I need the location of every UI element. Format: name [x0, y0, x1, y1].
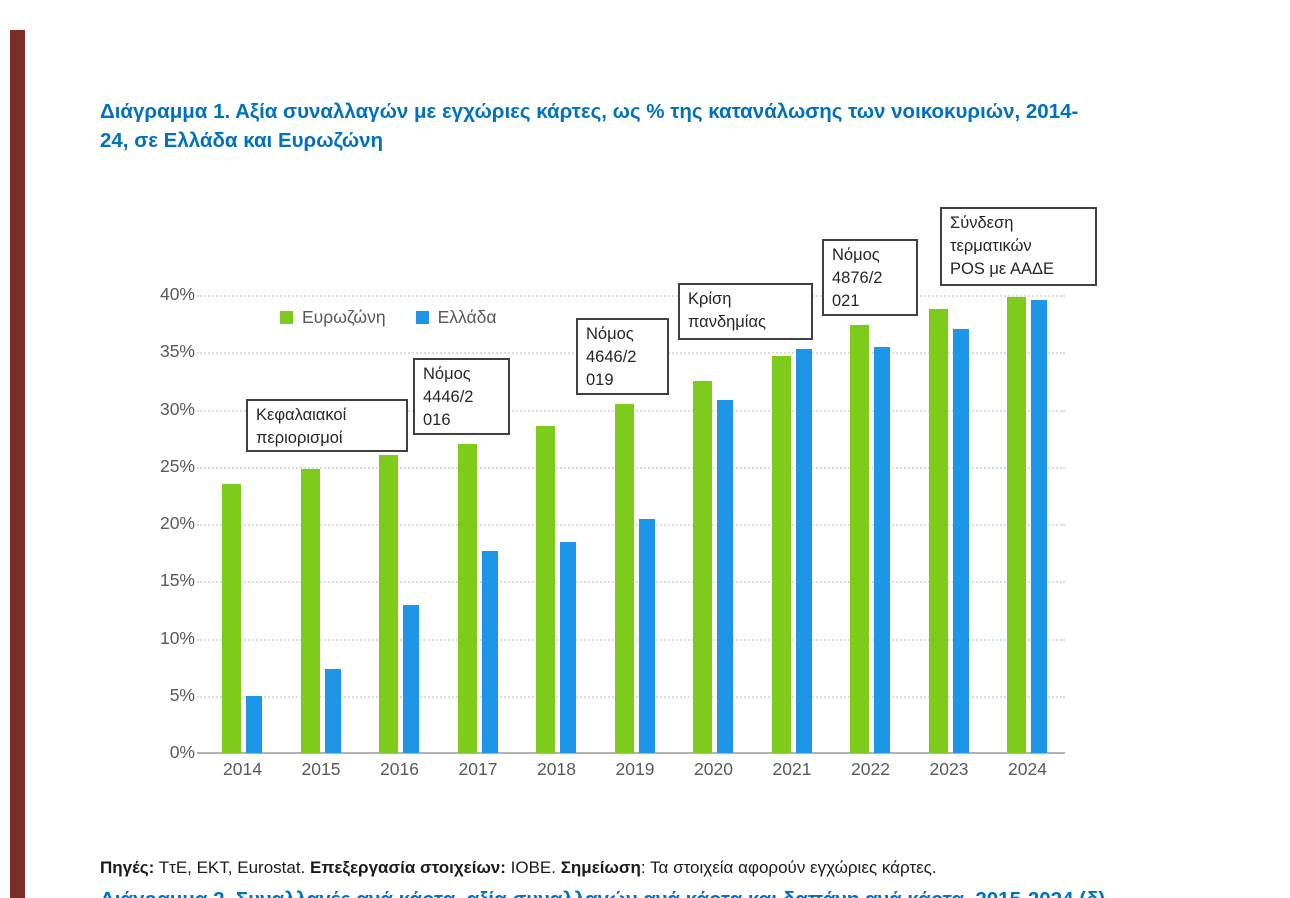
y-tick-label: 10% [159, 627, 195, 648]
y-tick-label: 5% [169, 684, 195, 705]
bar-eurozone-2024 [1007, 297, 1026, 753]
legend-item-greece: Ελλάδα [415, 307, 497, 328]
bar-eurozone-2023 [928, 308, 948, 753]
bar-eurozone-2019 [614, 403, 634, 753]
bar-greece-2016 [403, 605, 419, 753]
annotation-line: τερματικών [950, 237, 1032, 255]
annotation-line: 021 [832, 292, 860, 310]
legend-swatch-icon [280, 311, 293, 324]
y-tick-label: 0% [169, 742, 195, 762]
annotation-line: περιορισμοί [256, 429, 343, 447]
x-tick-label-2016: 2016 [380, 759, 419, 779]
annotation-box-6: Σύνδεση τερματικών POS με ΑΑΔΕ [940, 207, 1097, 286]
source-note-text: : Τα στοιχεία αφορούν εγχώριες κάρτες. [640, 858, 937, 877]
x-tick-label-2024: 2024 [1008, 759, 1047, 779]
x-tick-label-2022: 2022 [851, 759, 890, 779]
annotation-line: Νόμος [586, 325, 634, 343]
x-tick-label-2023: 2023 [929, 759, 969, 779]
bar-eurozone-2018 [536, 425, 555, 753]
bar-greece-2024 [1031, 299, 1047, 753]
annotation-line: Κεφαλαιακοί [256, 406, 347, 424]
annotation-line: Σύνδεση [950, 214, 1014, 232]
bar-eurozone-2021 [771, 355, 791, 753]
legend-label: Ευρωζώνη [302, 307, 386, 327]
figure-1-title-line-1: Διάγραμμα 1. Αξία συναλλαγών με εγχώριες… [100, 100, 1079, 123]
source-note-label: Σημείωση [560, 858, 641, 877]
legend-item-eurozone: Ευρωζώνη [280, 307, 386, 328]
bar-eurozone-2016 [379, 455, 398, 753]
bar-greece-2014 [246, 695, 262, 753]
x-tick-label-2019: 2019 [615, 759, 655, 779]
bar-greece-2015 [324, 669, 341, 753]
page-edge-accent-bar [10, 30, 25, 898]
bar-greece-2021 [795, 348, 812, 753]
source-note-text: ΤτΕ, ΕΚΤ, Eurostat. [154, 858, 310, 877]
source-note-label: Πηγές: [100, 858, 155, 877]
plot-area [197, 295, 1065, 754]
legend-label: Ελλάδα [437, 307, 497, 327]
x-tick-label-2017: 2017 [458, 759, 498, 779]
x-tick-label-2014: 2014 [223, 759, 262, 779]
x-tick-label-2021: 2021 [772, 759, 812, 779]
gridline [197, 295, 1065, 297]
annotation-box-3: Νόμος 4646/2 019 [576, 318, 669, 395]
figure-1-title-line-2: 24, σε Ελλάδα και Ευρωζώνη [100, 129, 384, 152]
x-axis-line [197, 752, 1065, 754]
legend-swatch-icon [415, 311, 429, 324]
annotation-box-4: Κρίση πανδημίας [678, 283, 813, 340]
y-tick-label: 20% [159, 513, 195, 533]
bar-eurozone-2017 [457, 443, 477, 753]
annotation-box-5: Νόμος 4876/2 021 [822, 239, 918, 316]
bar-greece-2020 [717, 400, 733, 753]
bar-eurozone-2014 [222, 483, 241, 753]
source-note: Πηγές: ΤτΕ, ΕΚΤ, Eurostat. Επεξεργασία σ… [100, 858, 1200, 878]
annotation-line: Κρίση [688, 290, 732, 308]
y-tick-label: 25% [159, 455, 195, 476]
bar-eurozone-2022 [850, 324, 869, 753]
annotation-line: πανδημίας [688, 313, 766, 331]
annotation-line: Νόμος [423, 365, 471, 383]
bar-greece-2018 [560, 542, 576, 753]
source-note-label: Επεξεργασία στοιχείων: [310, 858, 506, 877]
bar-greece-2017 [481, 551, 498, 753]
annotation-line: 019 [586, 371, 614, 389]
annotation-line: 4446/2 [423, 388, 474, 406]
annotation-box-1: Κεφαλαιακοί περιορισμοί [246, 399, 408, 452]
source-note-text: ΙΟΒΕ. [505, 858, 561, 877]
bar-greece-2023 [952, 329, 969, 753]
bar-eurozone-2020 [693, 380, 712, 753]
y-tick-label: 40% [159, 284, 195, 304]
x-tick-label-2015: 2015 [301, 759, 341, 779]
bar-eurozone-2015 [300, 469, 320, 753]
annotation-line: 016 [423, 411, 451, 429]
annotation-line: 4646/2 [586, 348, 637, 366]
x-tick-label-2018: 2018 [537, 759, 576, 779]
y-tick-label: 30% [159, 398, 195, 419]
annotation-line: POS με ΑΑΔΕ [950, 260, 1055, 278]
bar-greece-2019 [638, 519, 655, 753]
annotation-line: 4876/2 [832, 269, 883, 287]
bar-greece-2022 [874, 346, 890, 753]
annotation-box-2: Νόμος 4446/2 016 [413, 358, 510, 435]
chart-legend: Ευρωζώνη Ελλάδα [280, 307, 496, 328]
x-tick-label-2020: 2020 [694, 759, 733, 779]
figure-2-title-clipped: Διάγραμμα 2. Συναλλαγές ανά κάρτα, αξία … [100, 885, 1200, 898]
y-tick-label: 15% [159, 570, 195, 591]
y-tick-label: 35% [159, 341, 195, 362]
annotation-line: Νόμος [832, 246, 880, 264]
figure-1-title: Διάγραμμα 1. Αξία συναλλαγών με εγχώριες… [100, 97, 1160, 155]
